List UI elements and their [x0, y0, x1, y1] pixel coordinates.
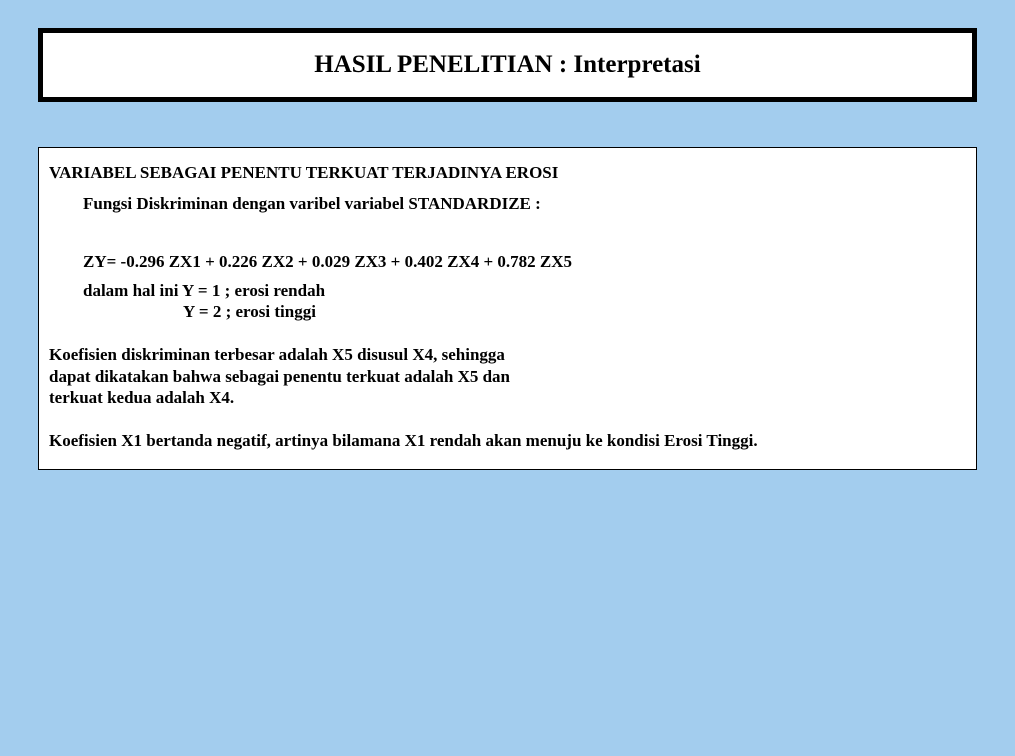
- content-box: VARIABEL SEBAGAI PENENTU TERKUAT TERJADI…: [38, 147, 977, 470]
- title-box: HASIL PENELITIAN : Interpretasi: [38, 28, 977, 102]
- condition-line-2: Y = 2 ; erosi tinggi: [49, 301, 966, 322]
- condition-line-1: dalam hal ini Y = 1 ; erosi rendah: [49, 280, 966, 301]
- paragraph1-line2: dapat dikatakan bahwa sebagai penentu te…: [49, 366, 966, 387]
- content-subheading: Fungsi Diskriminan dengan varibel variab…: [49, 193, 966, 214]
- paragraph1-line1: Koefisien diskriminan terbesar adalah X5…: [49, 344, 966, 365]
- content-heading: VARIABEL SEBAGAI PENENTU TERKUAT TERJADI…: [49, 162, 966, 183]
- equation-line: ZY= -0.296 ZX1 + 0.226 ZX2 + 0.029 ZX3 +…: [49, 251, 966, 272]
- paragraph2: Koefisien X1 bertanda negatif, artinya b…: [49, 430, 966, 451]
- paragraph1-line3: terkuat kedua adalah X4.: [49, 387, 966, 408]
- slide-title: HASIL PENELITIAN : Interpretasi: [53, 51, 962, 79]
